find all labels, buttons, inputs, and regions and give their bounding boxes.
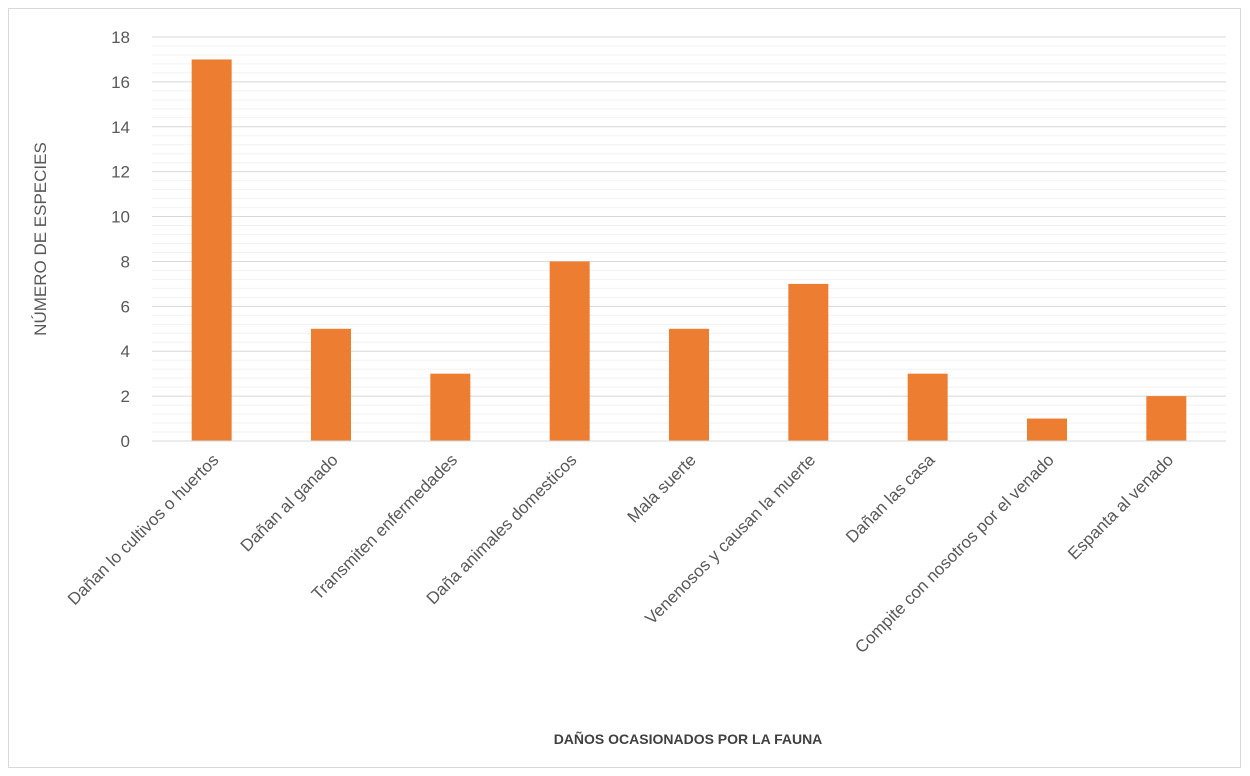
bar: [788, 283, 829, 441]
y-tick-label: 4: [121, 342, 130, 361]
y-axis-ticks: 0 2 4 6 8 10 12 14 16 18: [111, 28, 130, 451]
x-category-label: Compite con nosotros por el venado: [851, 450, 1058, 657]
bar: [191, 59, 232, 441]
y-tick-label: 0: [121, 432, 130, 451]
bar: [1146, 396, 1187, 441]
bar: [549, 261, 590, 441]
y-tick-label: 8: [121, 252, 130, 271]
x-category-label: Dañan al ganado: [237, 450, 342, 555]
x-category-label: Dañan las casa: [842, 450, 939, 547]
y-tick-label: 16: [111, 73, 130, 92]
bars: [191, 59, 1187, 441]
x-category-label: Dañan lo cultivos o huertos: [64, 450, 222, 608]
bar: [907, 373, 948, 441]
bar: [430, 373, 471, 441]
bar: [669, 328, 709, 441]
y-tick-label: 12: [111, 163, 130, 182]
y-tick-label: 10: [111, 208, 130, 227]
y-axis-title: NÚMERO DE ESPECIES: [31, 142, 50, 336]
x-category-label: Espanta al venado: [1064, 450, 1177, 563]
x-axis-title: DAÑOS OCASIONADOS POR LA FAUNA: [554, 730, 823, 747]
x-category-label: Mala suerte: [624, 450, 700, 526]
y-tick-label: 2: [121, 387, 130, 406]
y-tick-label: 6: [121, 297, 130, 316]
bar: [311, 328, 351, 441]
x-axis-category-labels: Dañan lo cultivos o huertos Dañan al gana…: [64, 450, 1177, 657]
y-tick-label: 14: [111, 118, 130, 137]
bar: [1027, 418, 1067, 441]
y-tick-label: 18: [111, 28, 130, 47]
